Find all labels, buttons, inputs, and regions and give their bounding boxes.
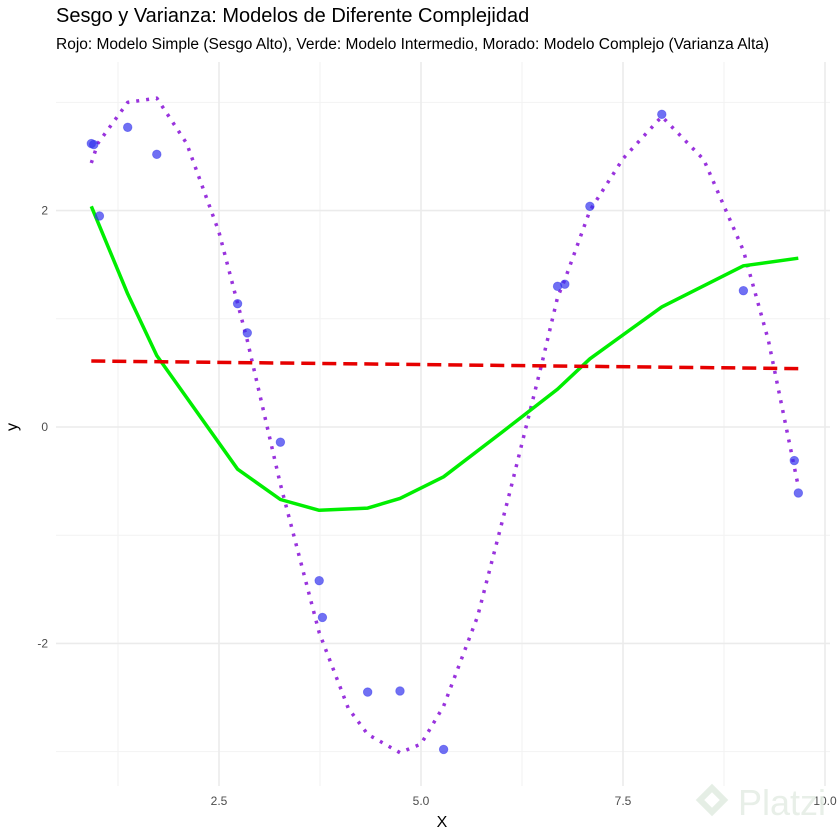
intermediate-model-line <box>89 205 799 513</box>
data-point <box>317 612 328 623</box>
grid-lines <box>56 62 830 786</box>
data-point <box>657 109 667 120</box>
y-tick-label: 2 <box>41 204 48 218</box>
tick-labels: 2.5 5.0 7.5 10.0 -2 0 2 <box>37 204 837 808</box>
model-lines <box>89 96 801 755</box>
complex-model-line <box>89 96 801 755</box>
chart-title: Sesgo y Varianza: Modelos de Diferente C… <box>56 5 530 27</box>
data-point <box>789 455 799 466</box>
data-point <box>585 201 595 211</box>
watermark-text: Platzi <box>738 782 826 823</box>
data-point <box>314 575 324 586</box>
simple-model-line <box>91 359 799 371</box>
data-point <box>275 437 286 447</box>
data-point <box>738 285 749 296</box>
data-points <box>86 109 804 755</box>
data-point <box>793 488 804 498</box>
x-tick-label: 7.5 <box>615 794 632 808</box>
y-tick-label: -2 <box>37 636 48 650</box>
data-point <box>362 687 373 697</box>
x-tick-label: 5.0 <box>413 794 430 808</box>
y-tick-label: 0 <box>41 420 48 434</box>
x-tick-label: 2.5 <box>211 794 228 808</box>
x-tick-label: 10.0 <box>813 794 837 808</box>
data-point <box>560 279 570 289</box>
platzi-logo-icon <box>695 783 729 817</box>
y-axis-title: y <box>4 423 21 431</box>
data-point <box>242 328 252 338</box>
data-point <box>152 149 162 160</box>
data-point <box>232 298 243 309</box>
data-point <box>438 744 449 755</box>
x-axis-title: X <box>437 814 448 831</box>
data-point <box>122 122 133 132</box>
chart-subtitle: Rojo: Modelo Simple (Sesgo Alto), Verde:… <box>56 36 770 53</box>
data-point <box>94 211 105 221</box>
platzi-watermark: Platzi <box>695 782 826 823</box>
data-point <box>89 139 99 150</box>
data-point <box>395 686 405 696</box>
